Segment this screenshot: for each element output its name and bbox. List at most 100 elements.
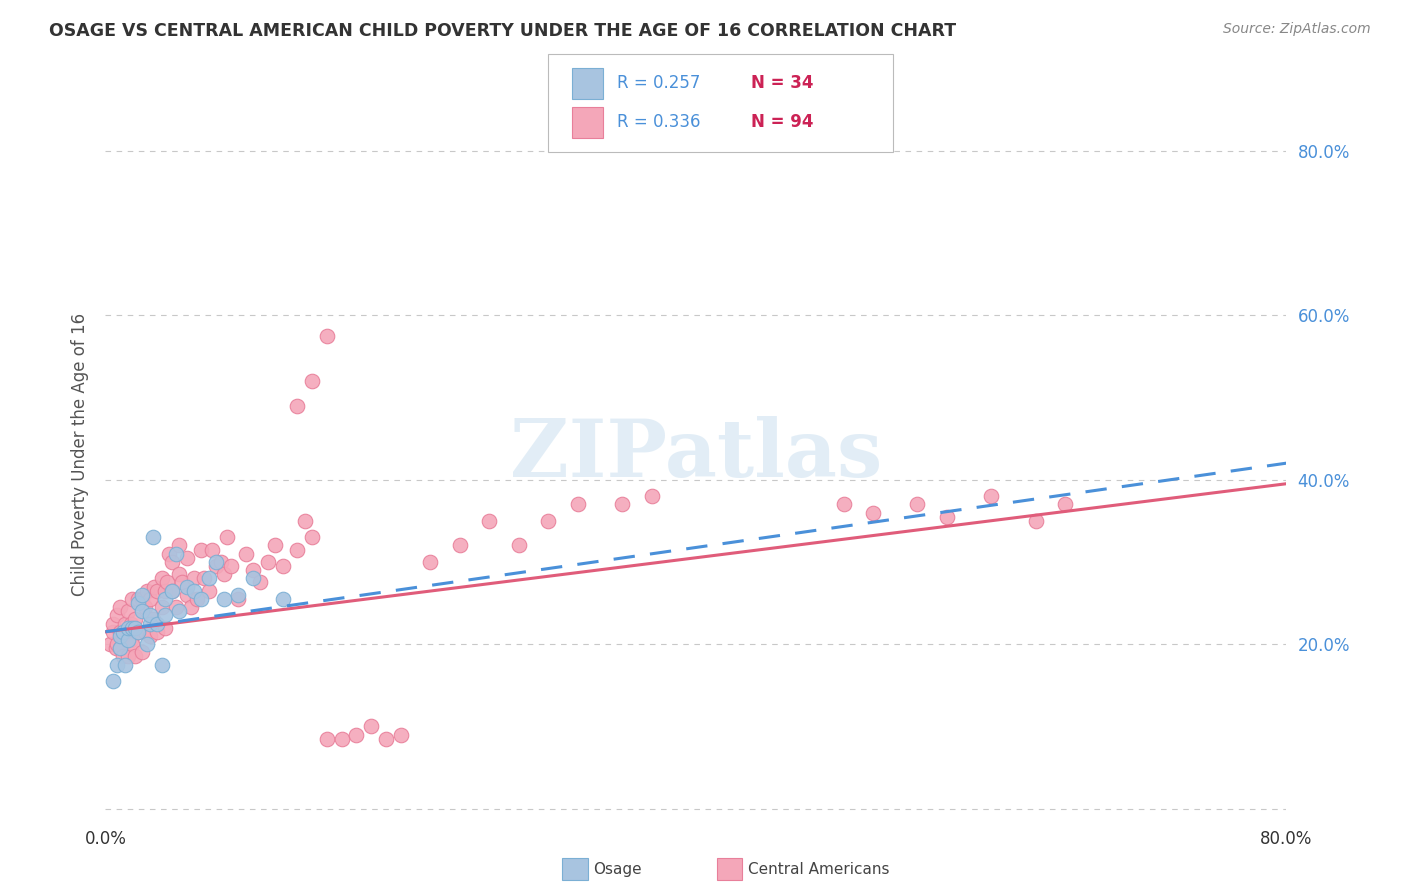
Point <box>112 649 135 664</box>
Point <box>165 547 187 561</box>
Point <box>153 591 176 606</box>
Point <box>134 600 156 615</box>
Point <box>172 575 194 590</box>
Point <box>117 604 139 618</box>
Point <box>146 624 169 639</box>
Point <box>567 497 589 511</box>
Point <box>374 731 398 746</box>
Point <box>131 645 153 659</box>
Point <box>150 657 173 672</box>
Point <box>205 558 228 574</box>
Point <box>153 621 176 635</box>
Point <box>183 571 205 585</box>
Point <box>980 489 1002 503</box>
Point <box>160 583 183 598</box>
Point <box>124 612 146 626</box>
Point <box>121 591 143 606</box>
Point <box>264 538 287 552</box>
Point <box>110 600 132 615</box>
Point <box>315 328 337 343</box>
Point <box>228 588 250 602</box>
Point <box>190 591 212 606</box>
Point <box>287 542 309 557</box>
Point <box>271 558 294 574</box>
Point <box>165 600 187 615</box>
Point <box>117 649 139 664</box>
Point <box>124 649 146 664</box>
Point <box>157 547 180 561</box>
Point <box>419 555 441 569</box>
Point <box>143 580 166 594</box>
Point <box>127 624 149 639</box>
Text: N = 94: N = 94 <box>751 113 813 131</box>
Point <box>346 728 368 742</box>
Point <box>936 509 959 524</box>
Point <box>478 514 501 528</box>
Point <box>110 629 132 643</box>
Point <box>131 591 153 606</box>
Text: N = 34: N = 34 <box>751 74 813 92</box>
Point <box>101 624 124 639</box>
Point <box>138 591 162 606</box>
Point <box>610 497 633 511</box>
Point <box>160 555 183 569</box>
Point <box>287 399 309 413</box>
Point <box>127 624 149 639</box>
Text: ZIPatlas: ZIPatlas <box>510 416 882 494</box>
Point <box>114 616 136 631</box>
Text: OSAGE VS CENTRAL AMERICAN CHILD POVERTY UNDER THE AGE OF 16 CORRELATION CHART: OSAGE VS CENTRAL AMERICAN CHILD POVERTY … <box>49 22 956 40</box>
Point <box>142 612 165 626</box>
Point <box>142 530 165 544</box>
Point <box>862 506 884 520</box>
Point <box>150 600 173 615</box>
Point <box>127 591 149 606</box>
Point <box>117 633 139 648</box>
Point <box>138 616 162 631</box>
Point <box>508 538 530 552</box>
Point <box>301 374 323 388</box>
Point <box>641 489 664 503</box>
Point <box>105 608 128 623</box>
Point <box>153 583 176 598</box>
Point <box>120 633 142 648</box>
Point <box>110 641 132 656</box>
Point <box>105 637 128 651</box>
Point <box>249 575 271 590</box>
Point <box>235 547 257 561</box>
Point <box>537 514 560 528</box>
Point <box>212 567 235 582</box>
Point <box>242 571 264 585</box>
Point <box>104 641 127 656</box>
Point <box>127 596 149 610</box>
Point <box>169 604 191 618</box>
Text: Source: ZipAtlas.com: Source: ZipAtlas.com <box>1223 22 1371 37</box>
Point <box>117 633 139 648</box>
Point <box>138 608 162 623</box>
Point <box>160 583 183 598</box>
Point <box>1024 514 1046 528</box>
Point <box>120 616 142 631</box>
Point <box>169 567 191 582</box>
Point <box>190 542 212 557</box>
Point <box>156 575 179 590</box>
Point <box>209 555 232 569</box>
Point <box>112 629 135 643</box>
Point <box>197 571 219 585</box>
Point <box>301 530 323 544</box>
Point <box>114 657 136 672</box>
Point <box>176 580 198 594</box>
Point <box>212 591 235 606</box>
Point <box>242 563 264 577</box>
Point <box>146 616 169 631</box>
Point <box>1054 497 1077 511</box>
Point <box>101 674 124 689</box>
Point <box>215 530 238 544</box>
Point <box>131 604 153 618</box>
Point <box>186 591 208 606</box>
Text: Osage: Osage <box>593 863 643 877</box>
Point <box>315 731 337 746</box>
Point <box>110 641 132 656</box>
Point <box>105 657 128 672</box>
Text: R = 0.336: R = 0.336 <box>617 113 700 131</box>
Point <box>271 591 294 606</box>
